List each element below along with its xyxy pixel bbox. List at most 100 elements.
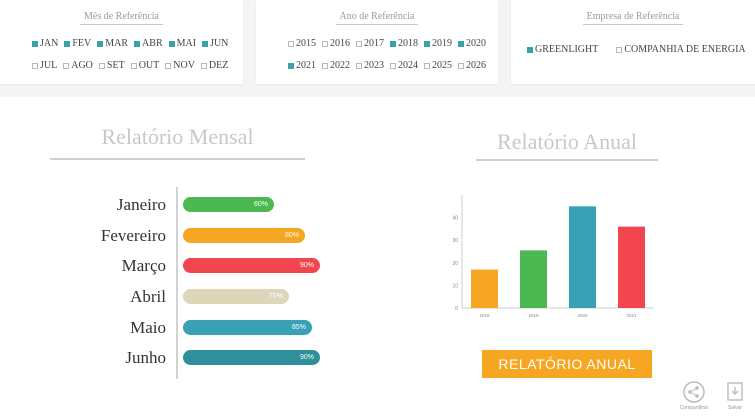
monthly-report-title: Relatório Mensal	[101, 124, 254, 149]
year-option-2024[interactable]: 2024	[390, 60, 418, 71]
annual-y-tick-label: 0	[455, 306, 458, 312]
annual-report-button[interactable]: RELATÓRIO ANUAL	[482, 350, 652, 378]
year-option-2025[interactable]: 2025	[424, 60, 452, 71]
year-option-label: 2017	[364, 38, 384, 49]
month-label-2: Fevereiro	[100, 226, 166, 245]
year-option-2021[interactable]: 2021	[288, 60, 316, 71]
year-option-2020[interactable]: 2020	[458, 38, 486, 49]
checkbox-icon	[322, 62, 328, 69]
year-option-label: 2024	[398, 60, 418, 71]
year-option-2019[interactable]: 2019	[424, 38, 452, 49]
month-option-mai[interactable]: MAI	[168, 38, 197, 49]
annual-x-tick-label: 2018	[479, 313, 490, 318]
checkbox-icon	[202, 40, 209, 47]
company-option-greenlight[interactable]: GREENLIGHT	[527, 44, 598, 55]
month-option-label: JUN	[210, 38, 229, 49]
year-option-label: 2023	[364, 60, 384, 71]
month-option-label: SET	[106, 60, 125, 71]
checkbox-icon	[134, 40, 141, 47]
save-label: Salvar	[727, 405, 743, 411]
checkbox-icon	[288, 40, 294, 47]
month-option-label: MAR	[105, 38, 129, 49]
month-label-3: Março	[121, 256, 166, 275]
year-filter-card: Ano de Referência 2015 2016 2017 2018 2019 20…	[256, 0, 498, 84]
checkbox-icon	[64, 40, 71, 47]
year-option-label: 2021	[296, 60, 316, 71]
share-label: Compartilhar	[679, 405, 709, 411]
month-option-label: FEV	[72, 38, 92, 49]
month-option-jul[interactable]: JUL	[32, 60, 57, 71]
month-option-abr[interactable]: ABR	[134, 38, 163, 49]
month-option-label: MAI	[176, 38, 197, 49]
year-option-2016[interactable]: 2016	[322, 38, 350, 49]
year-filter-title: Ano de Referência	[256, 11, 498, 25]
checkbox-icon	[458, 40, 464, 47]
checkbox-icon	[98, 62, 105, 69]
annual-title-rule	[476, 159, 658, 161]
month-option-jan[interactable]: JAN	[32, 38, 58, 49]
annual-bar-2021	[618, 226, 645, 308]
monthly-title-rule	[50, 158, 305, 160]
checkbox-icon	[616, 46, 623, 53]
month-option-label: AGO	[71, 60, 93, 71]
checkbox-icon	[390, 62, 396, 69]
year-option-label: 2020	[466, 38, 486, 49]
month-row-1: JAN FEV MAR ABR MAI JUN	[32, 38, 234, 49]
company-filter-card: Empresa de Referência GREENLIGHT COMPANHI…	[511, 0, 755, 84]
month-option-dez[interactable]: DEZ	[200, 60, 228, 71]
company-option-companhia-de-energia[interactable]: COMPANHIA DE ENERGIA	[616, 44, 746, 55]
checkbox-icon	[165, 62, 172, 69]
year-option-2023[interactable]: 2023	[356, 60, 384, 71]
month-option-mar[interactable]: MAR	[97, 38, 128, 49]
annual-y-tick-label: 20	[452, 261, 458, 267]
month-label-6: Junho	[125, 348, 166, 367]
month-label-5: Maio	[130, 318, 166, 337]
download-icon	[727, 382, 743, 401]
checkbox-icon	[390, 40, 396, 47]
company-row: GREENLIGHT COMPANHIA DE ENERGIA	[527, 44, 755, 55]
month-option-nov[interactable]: NOV	[165, 60, 195, 71]
month-filter-card: Mês de Referência JAN FEV MAR ABR MAI JUN JUL…	[0, 0, 243, 84]
checkbox-icon	[288, 62, 294, 69]
checkbox-icon	[63, 62, 70, 69]
month-bar-4: 70%	[183, 289, 289, 304]
month-option-fev[interactable]: FEV	[64, 38, 91, 49]
month-bar-1: 60%	[183, 197, 274, 212]
annual-bar-2019	[520, 250, 547, 308]
year-row-2: 2021 2022 2023 2024 2025 2026	[288, 60, 492, 71]
annual-report-title: Relatório Anual	[497, 129, 637, 154]
checkbox-icon	[200, 62, 207, 69]
company-option-label: COMPANHIA DE ENERGIA	[624, 44, 746, 55]
year-option-label: 2022	[330, 60, 350, 71]
month-option-set[interactable]: SET	[98, 60, 125, 71]
checkbox-icon	[356, 62, 362, 69]
year-option-2018[interactable]: 2018	[390, 38, 418, 49]
month-bar-6: 90%	[183, 350, 320, 365]
share-button[interactable]: Compartilhar	[676, 381, 712, 411]
checkbox-icon	[356, 40, 362, 47]
month-option-label: NOV	[173, 60, 195, 71]
month-option-ago[interactable]: AGO	[63, 60, 93, 71]
year-option-label: 2026	[466, 60, 486, 71]
annual-y-tick-label: 10	[452, 283, 458, 289]
year-option-2017[interactable]: 2017	[356, 38, 384, 49]
year-option-2022[interactable]: 2022	[322, 60, 350, 71]
month-option-out[interactable]: OUT	[130, 60, 159, 71]
checkbox-icon	[424, 62, 430, 69]
month-option-label: JUL	[40, 60, 58, 71]
year-option-2015[interactable]: 2015	[288, 38, 316, 49]
year-option-label: 2025	[432, 60, 452, 71]
annual-bar-2020	[569, 206, 596, 308]
annual-x-tick-label: 2020	[577, 313, 588, 318]
annual-bar-2018	[471, 269, 498, 308]
checkbox-icon	[32, 62, 38, 69]
save-button[interactable]: Salvar	[722, 381, 748, 411]
year-option-2026[interactable]: 2026	[458, 60, 486, 71]
month-option-label: JAN	[40, 38, 59, 49]
month-option-jun[interactable]: JUN	[202, 38, 228, 49]
annual-x-tick-label: 2019	[528, 313, 539, 318]
year-option-label: 2015	[296, 38, 316, 49]
year-option-label: 2016	[330, 38, 350, 49]
checkbox-icon	[130, 62, 137, 69]
annual-x-tick-label: 2021	[626, 313, 637, 318]
